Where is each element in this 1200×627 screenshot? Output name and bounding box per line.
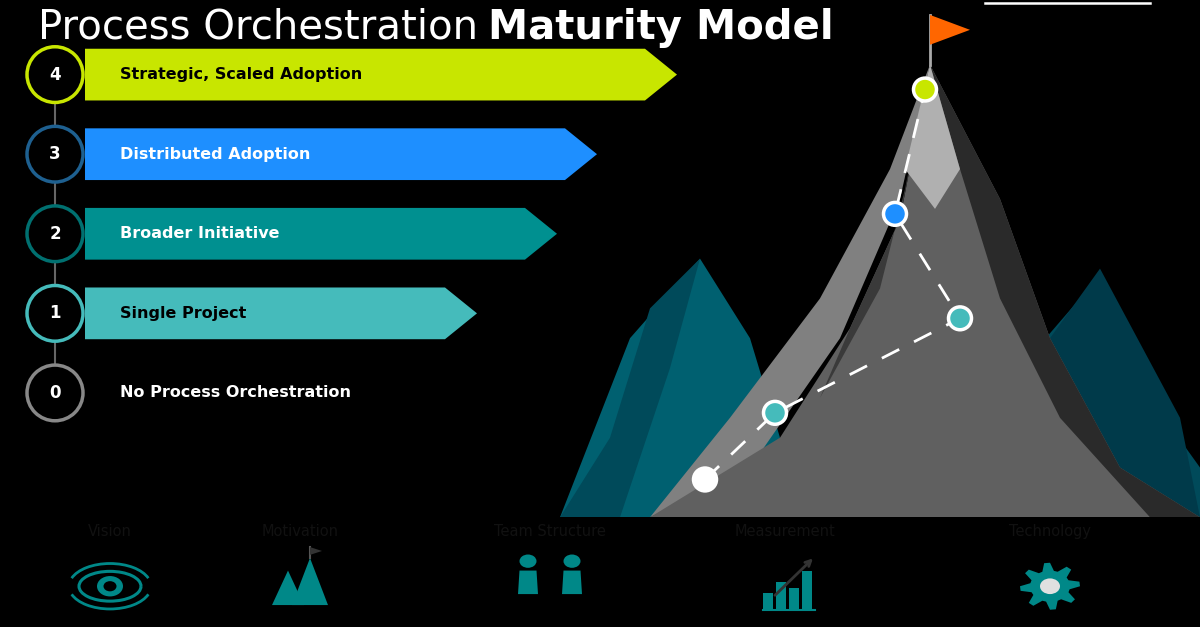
Text: 0: 0 [49, 384, 61, 402]
Text: Measurement: Measurement [734, 524, 835, 539]
Polygon shape [540, 571, 560, 594]
Polygon shape [905, 65, 960, 209]
Text: Motivation: Motivation [262, 524, 338, 539]
Polygon shape [930, 15, 970, 45]
Circle shape [883, 203, 906, 225]
Polygon shape [85, 288, 478, 339]
Circle shape [28, 47, 83, 102]
Text: No Process Orchestration: No Process Orchestration [120, 386, 352, 401]
Circle shape [103, 581, 116, 591]
Circle shape [28, 365, 83, 421]
Circle shape [913, 78, 936, 101]
Polygon shape [562, 571, 582, 594]
Circle shape [28, 206, 83, 261]
Text: Vision: Vision [88, 524, 132, 539]
Polygon shape [1020, 563, 1080, 609]
Text: Technology: Technology [1009, 524, 1091, 539]
Text: Single Project: Single Project [120, 306, 246, 321]
Circle shape [763, 401, 786, 424]
Circle shape [541, 554, 558, 568]
Polygon shape [820, 65, 930, 398]
Text: 2: 2 [49, 224, 61, 243]
Polygon shape [292, 558, 328, 605]
Bar [763, 593, 773, 609]
Polygon shape [950, 298, 1200, 517]
Bar [802, 571, 812, 609]
Polygon shape [560, 259, 700, 517]
Circle shape [694, 468, 716, 491]
Circle shape [1040, 578, 1060, 594]
Text: Maturity Model: Maturity Model [488, 8, 834, 48]
Circle shape [520, 554, 536, 568]
Polygon shape [310, 547, 322, 555]
Text: Team Structure: Team Structure [494, 524, 606, 539]
Text: Strategic, Scaled Adoption: Strategic, Scaled Adoption [120, 67, 362, 82]
Bar [790, 588, 799, 609]
Circle shape [948, 307, 972, 330]
Polygon shape [650, 65, 930, 517]
Circle shape [28, 126, 83, 182]
Polygon shape [85, 208, 557, 260]
Circle shape [564, 554, 581, 568]
Polygon shape [560, 259, 780, 517]
Text: 3: 3 [49, 145, 61, 163]
Circle shape [97, 576, 124, 596]
Text: Process Orchestration: Process Orchestration [38, 8, 491, 48]
Polygon shape [85, 129, 598, 180]
Text: 1: 1 [49, 304, 61, 322]
Text: Distributed Adoption: Distributed Adoption [120, 147, 311, 162]
Polygon shape [272, 571, 304, 605]
Text: 4: 4 [49, 66, 61, 83]
Polygon shape [518, 571, 538, 594]
Polygon shape [650, 65, 1200, 517]
Bar [776, 582, 786, 609]
Polygon shape [930, 65, 1200, 517]
Polygon shape [85, 49, 677, 100]
Text: Broader Initiative: Broader Initiative [120, 226, 280, 241]
Circle shape [28, 285, 83, 341]
Polygon shape [980, 268, 1200, 517]
